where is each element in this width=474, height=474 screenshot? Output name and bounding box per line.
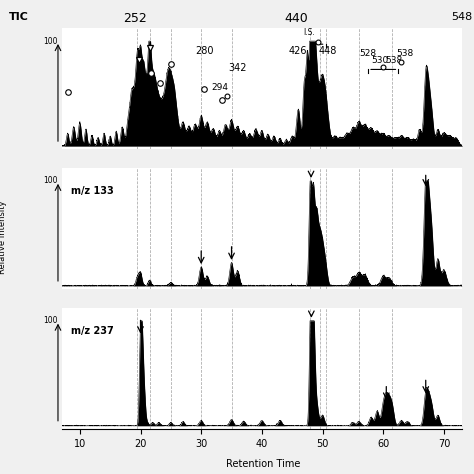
Text: Relative Intensity: Relative Intensity bbox=[0, 200, 7, 274]
Text: 530: 530 bbox=[372, 56, 389, 65]
Text: 538: 538 bbox=[385, 56, 403, 65]
Text: 342: 342 bbox=[228, 63, 247, 73]
Text: 426: 426 bbox=[289, 46, 308, 55]
Text: 448: 448 bbox=[318, 46, 337, 55]
Text: I.S.: I.S. bbox=[303, 28, 315, 37]
Text: 100: 100 bbox=[43, 176, 57, 185]
Text: 440: 440 bbox=[284, 12, 308, 25]
Text: 252: 252 bbox=[123, 12, 147, 25]
Text: 538: 538 bbox=[396, 49, 413, 58]
Text: 100: 100 bbox=[43, 36, 57, 46]
Text: m/z 237: m/z 237 bbox=[71, 326, 113, 336]
Text: TIC: TIC bbox=[9, 12, 29, 22]
Text: 280: 280 bbox=[195, 46, 213, 56]
Text: 548: 548 bbox=[452, 12, 473, 22]
Text: m/z 133: m/z 133 bbox=[71, 186, 113, 196]
Text: 100: 100 bbox=[43, 316, 57, 325]
Text: 294: 294 bbox=[211, 82, 228, 91]
Text: Retention Time: Retention Time bbox=[226, 459, 300, 469]
Text: 528: 528 bbox=[359, 49, 377, 58]
